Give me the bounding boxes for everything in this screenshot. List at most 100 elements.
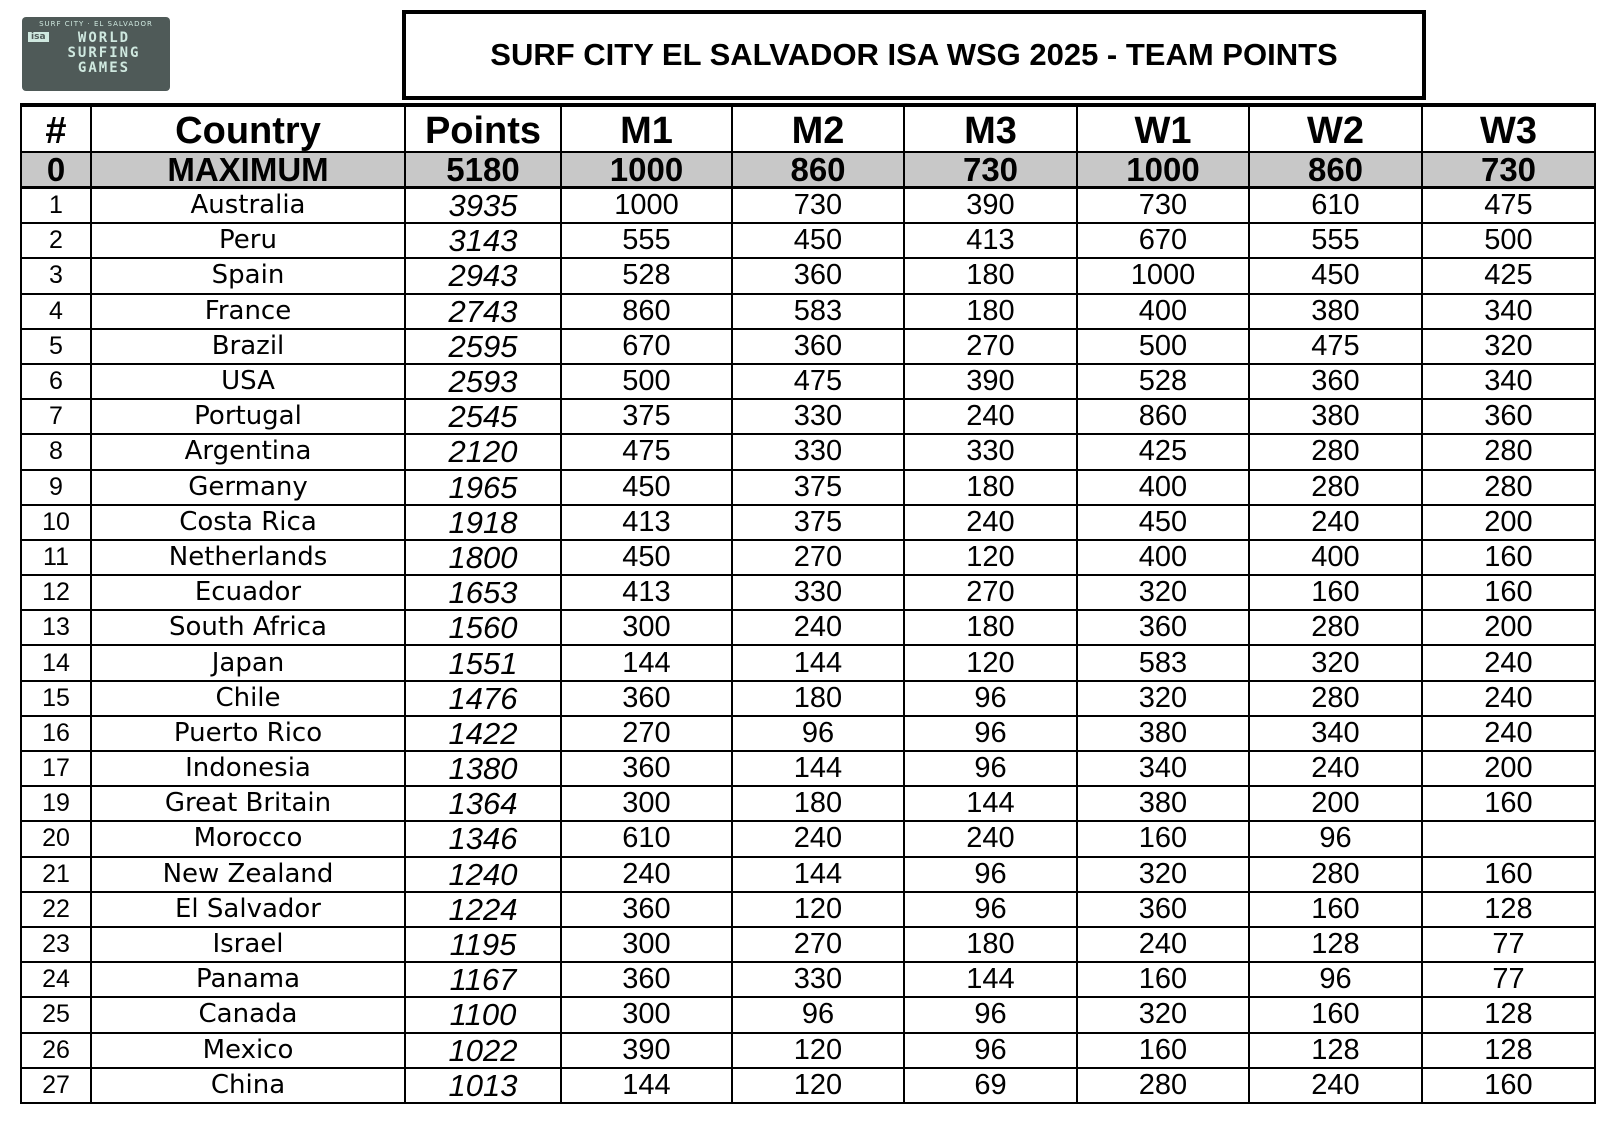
cell: 300 xyxy=(560,996,733,1034)
cell: 128 xyxy=(1421,890,1596,928)
cell: Peru xyxy=(90,222,406,260)
logo-line: GAMES xyxy=(77,60,131,76)
cell: 1918 xyxy=(404,503,562,541)
cell: 25 xyxy=(20,996,92,1034)
cell: 1800 xyxy=(404,538,562,577)
cell: 160 xyxy=(1076,1031,1250,1069)
logo-line: WORLD xyxy=(77,30,131,46)
cell: 96 xyxy=(903,996,1078,1034)
cell: 96 xyxy=(903,749,1078,788)
cell: 330 xyxy=(731,961,905,999)
cell: 240 xyxy=(1421,714,1596,753)
cell: New Zealand xyxy=(90,855,406,893)
cell: Ecuador xyxy=(90,574,406,612)
cell: 1000 xyxy=(560,151,733,189)
cell: 120 xyxy=(903,644,1078,682)
cell: 96 xyxy=(903,855,1078,893)
cell: 300 xyxy=(560,785,733,823)
column-header: # xyxy=(20,103,92,153)
cell: 583 xyxy=(731,292,905,330)
cell: 270 xyxy=(560,714,733,753)
cell: 180 xyxy=(731,785,905,823)
cell: 390 xyxy=(560,1031,733,1069)
cell: 180 xyxy=(903,925,1078,964)
cell: Great Britain xyxy=(90,785,406,823)
cell: 300 xyxy=(560,925,733,964)
cell: China xyxy=(90,1066,406,1104)
cell: 240 xyxy=(903,820,1078,858)
cell: 360 xyxy=(560,749,733,788)
cell: 160 xyxy=(1421,574,1596,612)
cell: 320 xyxy=(1421,327,1596,365)
cell: 180 xyxy=(903,609,1078,647)
cell: 280 xyxy=(1076,1066,1250,1104)
cell: 240 xyxy=(1248,503,1423,541)
cell: 160 xyxy=(1076,961,1250,999)
cell: 144 xyxy=(731,749,905,788)
cell: 0 xyxy=(20,151,92,189)
cell: Morocco xyxy=(90,820,406,858)
cell: 1551 xyxy=(404,644,562,682)
cell: 160 xyxy=(1248,996,1423,1034)
row: 12 Ecuador 1653 413 330 270 320 160 160 xyxy=(20,574,1596,612)
cell: 2743 xyxy=(404,292,562,330)
cell: 425 xyxy=(1421,257,1596,295)
row: 4 France 2743 860 583 180 400 380 340 xyxy=(20,292,1596,330)
cell: 144 xyxy=(731,644,905,682)
cell: 7 xyxy=(20,398,92,436)
row: 3 Spain 2943 528 360 180 1000 450 425 xyxy=(20,257,1596,295)
cell: 1422 xyxy=(404,714,562,753)
row: 17 Indonesia 1380 360 144 96 340 240 200 xyxy=(20,749,1596,788)
row: 27 China 1013 144 120 69 280 240 160 xyxy=(20,1066,1596,1104)
cell: 22 xyxy=(20,890,92,928)
cell: 555 xyxy=(1248,222,1423,260)
cell: 16 xyxy=(20,714,92,753)
cell: 380 xyxy=(1248,398,1423,436)
cell: 200 xyxy=(1421,749,1596,788)
cell: Puerto Rico xyxy=(90,714,406,753)
cell: 670 xyxy=(1076,222,1250,260)
cell: 5180 xyxy=(404,151,562,189)
cell: 860 xyxy=(1248,151,1423,189)
column-header: M2 xyxy=(731,103,905,153)
cell: 144 xyxy=(560,1066,733,1104)
row: 23 Israel 1195 300 270 180 240 128 77 xyxy=(20,925,1596,964)
row: 1 Australia 3935 1000 730 390 730 610 475 xyxy=(20,186,1596,225)
cell: 1653 xyxy=(404,574,562,612)
cell: 120 xyxy=(731,1031,905,1069)
cell: 2593 xyxy=(404,362,562,401)
cell: 280 xyxy=(1248,855,1423,893)
cell: 96 xyxy=(731,714,905,753)
row: 25 Canada 1100 300 96 96 320 160 128 xyxy=(20,996,1596,1034)
cell: 240 xyxy=(1076,925,1250,964)
cell: 1022 xyxy=(404,1031,562,1069)
row: 2 Peru 3143 555 450 413 670 555 500 xyxy=(20,222,1596,260)
cell: 1013 xyxy=(404,1066,562,1104)
cell: 340 xyxy=(1248,714,1423,753)
cell: 360 xyxy=(1248,362,1423,401)
cell: 19 xyxy=(20,785,92,823)
cell: 240 xyxy=(731,609,905,647)
cell: 340 xyxy=(1421,362,1596,401)
cell: 1364 xyxy=(404,785,562,823)
cell: 2595 xyxy=(404,327,562,365)
cell: 96 xyxy=(1248,820,1423,858)
cell: Panama xyxy=(90,961,406,999)
cell: 330 xyxy=(731,433,905,471)
cell: 300 xyxy=(560,609,733,647)
points-table: # Country Points M1 M2 M3 W1 W2 W3 0 MAXIMUM 5180 1… xyxy=(20,103,1596,1104)
logo: SURF CITY · EL SALVADOR isa WORLD SURFIN… xyxy=(22,17,170,91)
cell: 280 xyxy=(1421,468,1596,506)
cell: 180 xyxy=(903,292,1078,330)
cell: 400 xyxy=(1076,468,1250,506)
row: 22 El Salvador 1224 360 120 96 360 160 128 xyxy=(20,890,1596,928)
column-header: Points xyxy=(404,103,562,153)
cell: 270 xyxy=(731,925,905,964)
cell: Mexico xyxy=(90,1031,406,1069)
cell: 160 xyxy=(1421,1066,1596,1104)
cell: 320 xyxy=(1076,574,1250,612)
cell: 2545 xyxy=(404,398,562,436)
cell: 128 xyxy=(1248,925,1423,964)
cell: 144 xyxy=(731,855,905,893)
